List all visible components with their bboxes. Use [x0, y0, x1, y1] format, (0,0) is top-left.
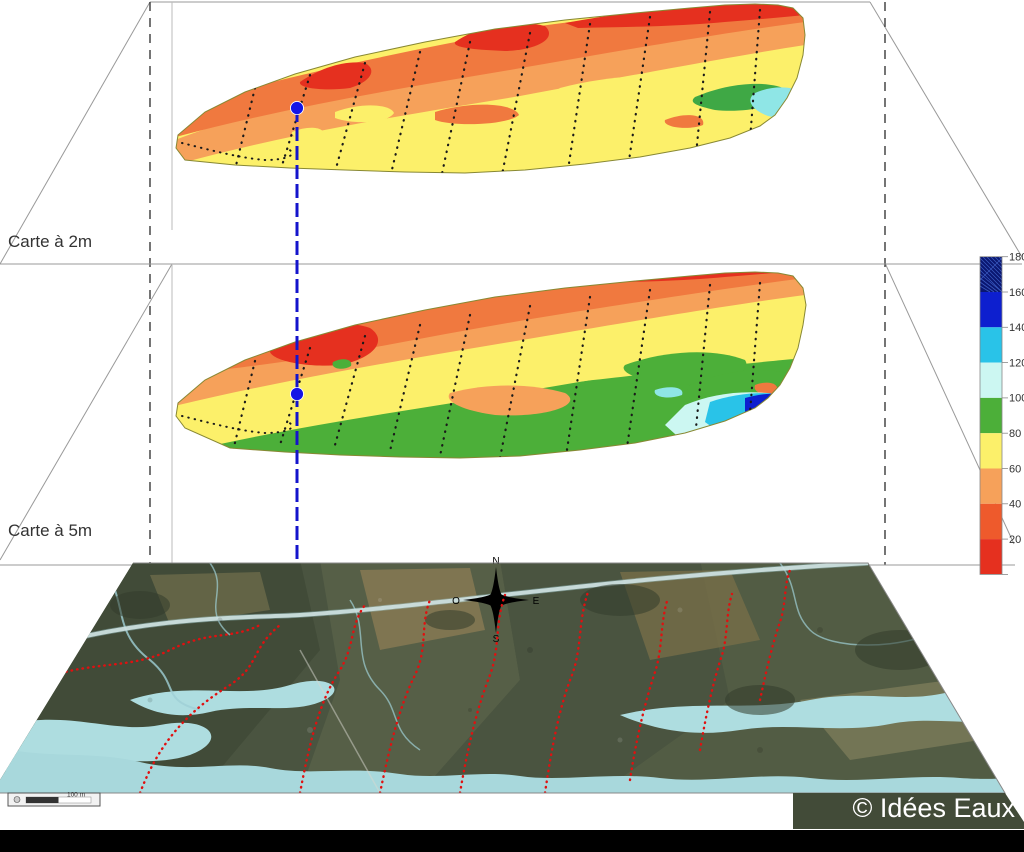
svg-text:120: 120: [1009, 357, 1024, 369]
svg-text:40: 40: [1009, 499, 1021, 511]
svg-text:100: 100: [1009, 393, 1024, 405]
svg-text:E: E: [533, 596, 540, 607]
svg-text:160: 160: [1009, 287, 1024, 299]
svg-text:O: O: [452, 596, 460, 607]
svg-text:Carte à 5m: Carte à 5m: [8, 521, 92, 540]
svg-text:60: 60: [1009, 463, 1021, 475]
svg-text:80: 80: [1009, 428, 1021, 440]
svg-text:N: N: [492, 556, 499, 567]
svg-text:100 m: 100 m: [67, 792, 85, 799]
svg-text:140: 140: [1009, 322, 1024, 334]
svg-text:180: 180: [1009, 252, 1024, 264]
svg-text:20: 20: [1009, 534, 1021, 546]
svg-text:© Idées Eaux: © Idées Eaux: [853, 793, 1016, 823]
svg-text:Carte à 2m: Carte à 2m: [8, 232, 92, 251]
